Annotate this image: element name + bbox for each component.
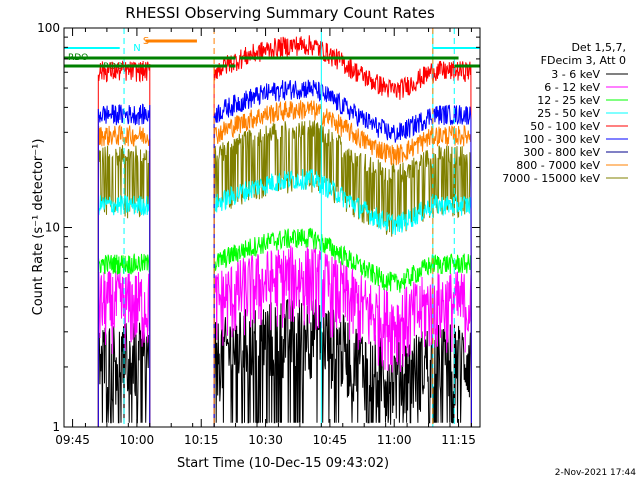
series-line-5-seg-1 <box>213 79 472 427</box>
timestamp: 2-Nov-2021 17:44 <box>555 468 637 478</box>
legend-header-line2: FDecim 3, Att 0 <box>541 54 626 67</box>
legend-label-7: 800 - 7000 keV <box>516 159 600 172</box>
legend-label-5: 100 - 300 keV <box>523 133 600 146</box>
legend-label-8: 7000 - 15000 keV <box>502 172 600 185</box>
x-tick-label-5: 11:00 <box>377 433 412 447</box>
legend-label-2: 12 - 25 keV <box>537 94 600 107</box>
series-line-3-seg-0 <box>97 195 151 427</box>
legend-label-0: 3 - 6 keV <box>551 68 600 81</box>
series-line-7-seg-1 <box>213 100 472 427</box>
series-line-8-seg-1 <box>213 120 472 427</box>
night-label: N <box>133 43 140 54</box>
legend-label-4: 50 - 100 keV <box>530 120 600 133</box>
series-line-2-seg-1 <box>213 227 472 427</box>
x-tick-label-4: 10:45 <box>313 433 348 447</box>
axes-layer: 1 10 100 09:45 10:00 10:15 10:30 10:45 11:00 11:1… <box>37 21 481 447</box>
legend-label-3: 25 - 50 keV <box>537 107 600 120</box>
plot-series-group <box>97 28 472 427</box>
series-line-4-seg-1 <box>213 35 472 427</box>
y-tick-label-1: 10 <box>45 221 60 235</box>
x-tick-label-0: 09:45 <box>55 433 90 447</box>
series-line-0-seg-1 <box>213 298 472 427</box>
y-tick-label-2: 100 <box>37 21 60 35</box>
x-tick-label-1: 10:00 <box>120 433 155 447</box>
chart-title: RHESSI Observing Summary Count Rates <box>125 4 435 22</box>
x-tick-label-3: 10:30 <box>248 433 283 447</box>
legend-label-1: 6 - 12 keV <box>544 81 600 94</box>
y-tick-label-0: 1 <box>52 420 60 434</box>
legend-header-line1: Det 1,5,7, <box>571 41 626 54</box>
x-tick-label-2: 10:15 <box>184 433 219 447</box>
series-line-1-seg-0 <box>97 270 151 427</box>
legend-label-6: 300 - 800 keV <box>523 146 600 159</box>
series-line-1-seg-1 <box>213 245 472 427</box>
y-axis-label: Count Rate (s⁻¹ detector⁻¹) <box>31 139 46 316</box>
x-axis-label: Start Time (10-Dec-15 09:43:02) <box>177 456 389 471</box>
series-line-3-seg-1 <box>213 168 472 427</box>
plot-layer <box>64 28 480 427</box>
x-tick-label-6: 11:15 <box>441 433 476 447</box>
series-line-7-seg-0 <box>97 124 151 427</box>
